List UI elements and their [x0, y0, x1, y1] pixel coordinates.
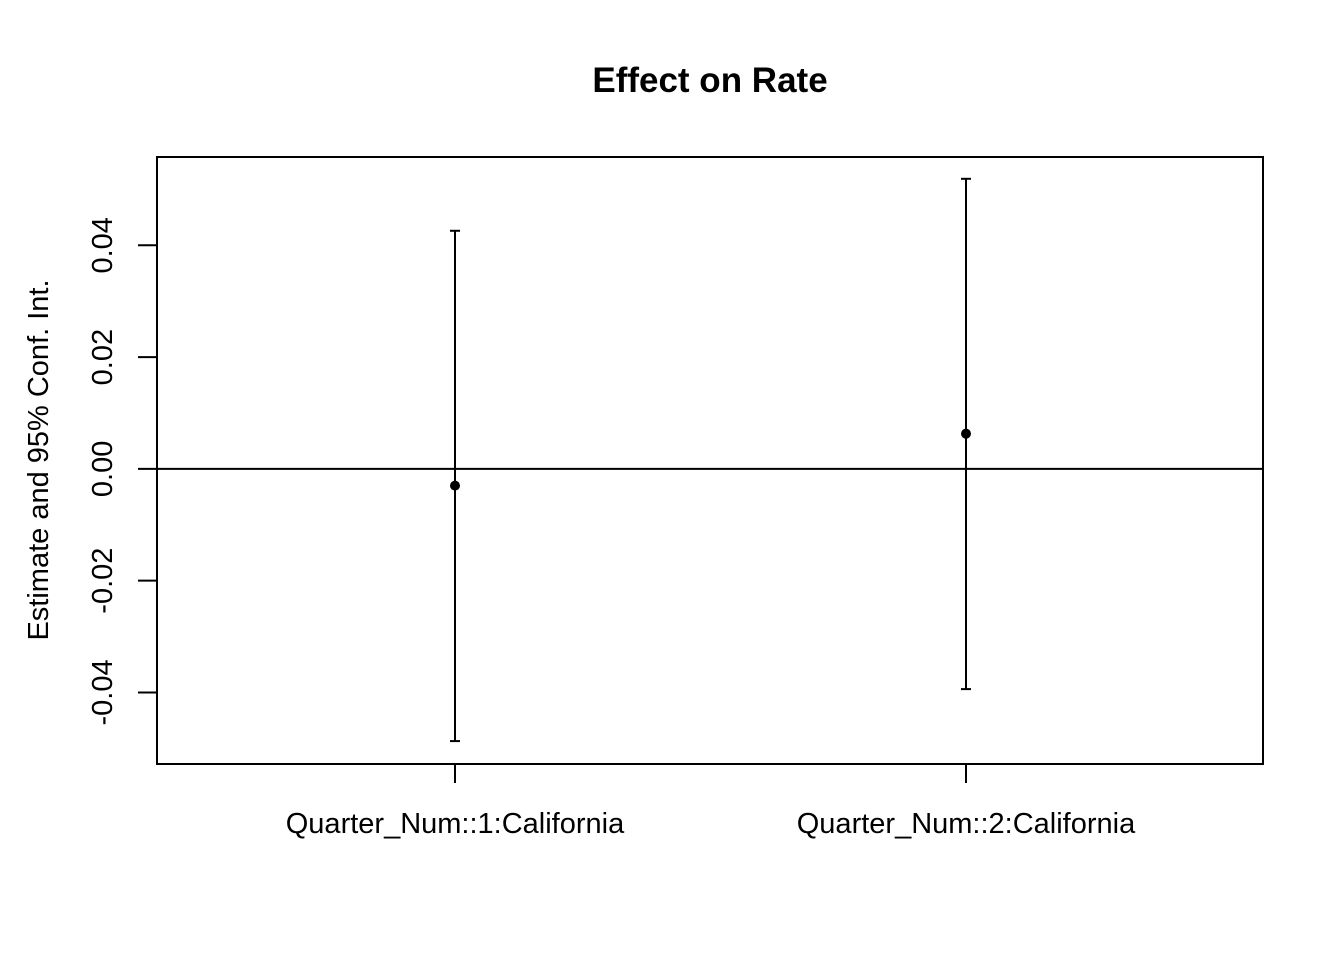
plot-frame [156, 156, 1264, 765]
x-tick-label: Quarter_Num::2:California [797, 808, 1136, 840]
y-tick-label: -0.02 [87, 548, 119, 614]
estimate-points [450, 177, 971, 743]
y-tick-label: 0.00 [87, 441, 119, 497]
y-axis-label: Estimate and 95% Conf. Int. [23, 279, 55, 640]
chart-title: Effect on Rate [592, 61, 827, 100]
estimate-with-ci [961, 177, 971, 691]
y-tick-label: -0.04 [87, 659, 119, 725]
y-axis: -0.04 -0.02 0.00 0.02 0.04 [87, 217, 157, 726]
y-tick-label: 0.04 [87, 217, 119, 273]
estimate-point [961, 428, 971, 439]
x-tick-label: Quarter_Num::1:California [286, 808, 625, 840]
y-tick-label: 0.02 [87, 329, 119, 385]
estimate-point [450, 480, 460, 491]
estimate-with-ci [450, 229, 460, 743]
x-axis: Quarter_Num::1:California Quarter_Num::2:… [286, 764, 1136, 840]
